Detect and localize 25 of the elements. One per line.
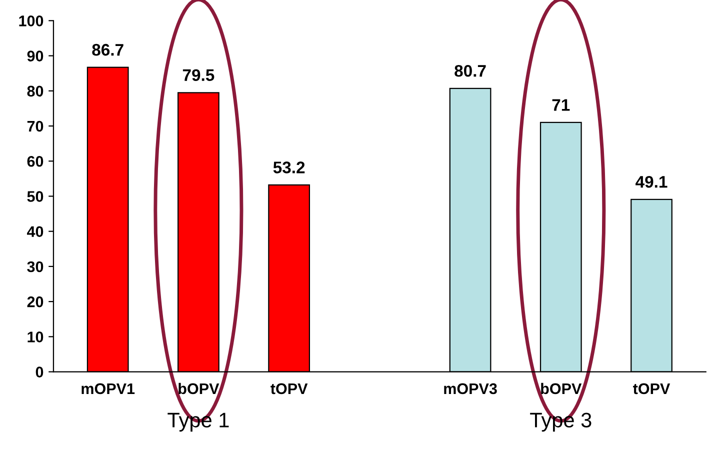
data-label: 80.7 (454, 64, 486, 77)
x-tick-label: bOPV (541, 382, 582, 394)
text: Type 3 (530, 412, 592, 432)
y-tick-label: 60 (27, 156, 44, 167)
y-tick-label: 100 (19, 16, 44, 26)
x-tick-label: tOPV (633, 383, 670, 394)
y-tick-label: 20 (27, 296, 44, 308)
text: Type 1 (168, 412, 229, 432)
x-tick-label: tOPV (270, 383, 308, 394)
data-label: 49.1 (636, 176, 668, 188)
y-tick-label: 90 (27, 50, 44, 62)
data-label: 71 (552, 99, 570, 111)
data-label: 79.5 (182, 69, 214, 82)
y-tick-label: 70 (27, 120, 44, 132)
y-tick-label: 40 (26, 226, 44, 238)
y-tick-label: 10 (28, 332, 44, 342)
y-tick-label: 80 (27, 86, 44, 97)
data-label: 86.7 (92, 44, 124, 56)
data-label: 53.2 (273, 162, 305, 174)
x-tick-label: mOPV1 (82, 383, 135, 394)
x-tick-label: mOPV3 (444, 383, 497, 394)
y-tick-label: 30 (27, 261, 44, 272)
y-tick-label: 50 (27, 191, 44, 202)
y-tick-label: 0 (36, 366, 44, 378)
x-tick-label: bOPV (178, 382, 220, 394)
